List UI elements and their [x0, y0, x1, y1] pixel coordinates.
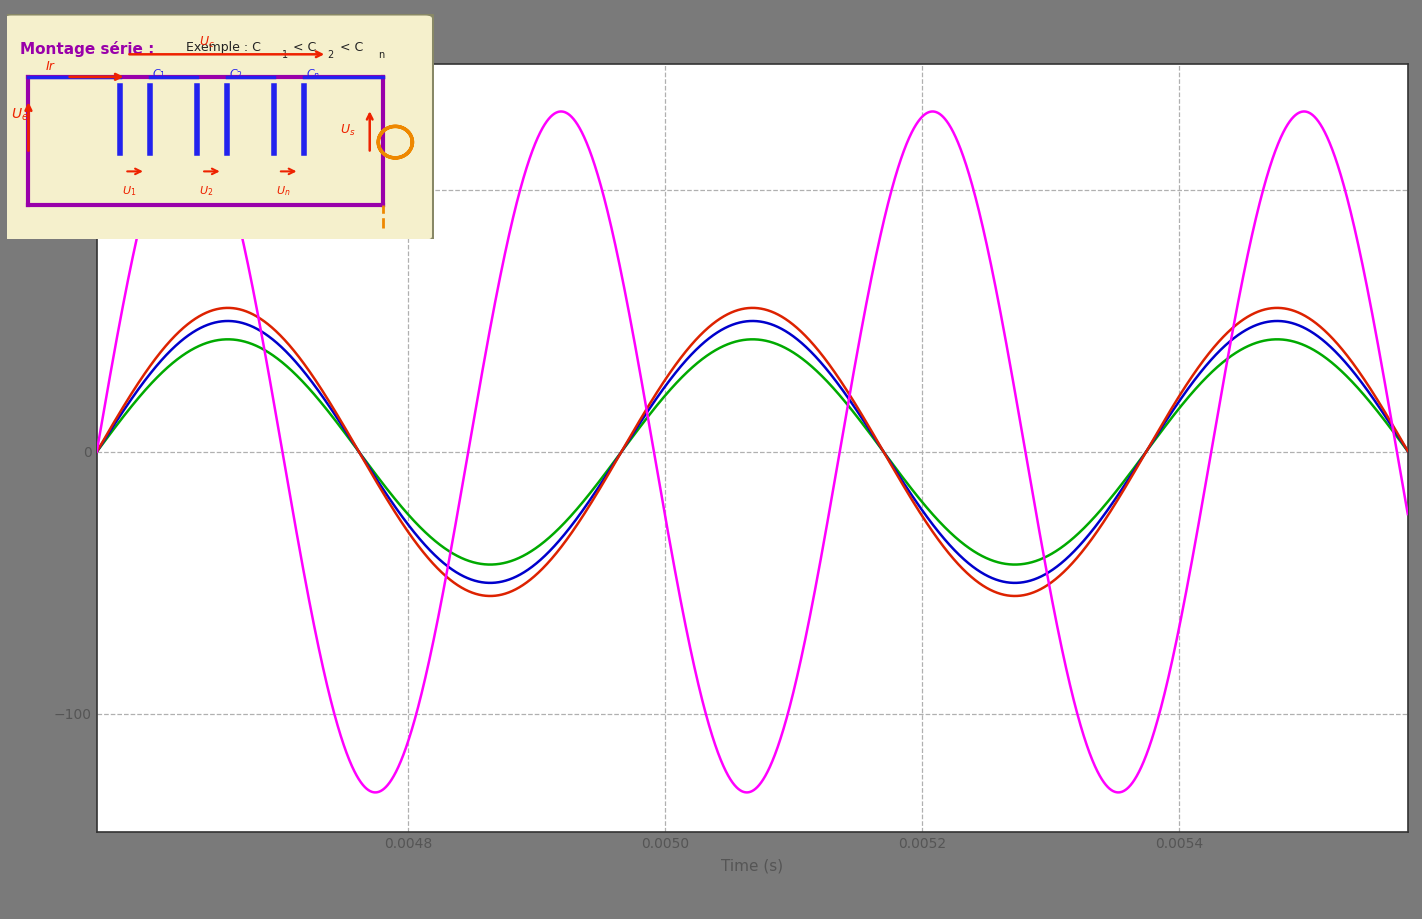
X-axis label: Time (s): Time (s) — [721, 859, 784, 874]
Text: Exemple : C: Exemple : C — [186, 40, 262, 54]
Text: $U_s$: $U_s$ — [340, 123, 356, 139]
Text: $U_n$: $U_n$ — [276, 184, 290, 198]
Text: 2: 2 — [327, 50, 333, 60]
Text: Montage série :: Montage série : — [20, 40, 154, 57]
Text: Ir: Ir — [46, 60, 54, 74]
Text: n: n — [378, 50, 384, 60]
Text: $U_2$: $U_2$ — [199, 184, 213, 198]
Text: $U_c$: $U_c$ — [199, 35, 215, 50]
Text: $C_n$: $C_n$ — [306, 67, 320, 82]
Text: $U_e$: $U_e$ — [11, 107, 28, 123]
Text: 1: 1 — [282, 50, 289, 60]
Text: < C: < C — [336, 40, 363, 54]
Text: $C_1$: $C_1$ — [152, 67, 166, 82]
FancyBboxPatch shape — [3, 14, 434, 241]
Text: $C_2$: $C_2$ — [229, 67, 243, 82]
Text: < C: < C — [289, 40, 316, 54]
Text: $U_1$: $U_1$ — [122, 184, 137, 198]
